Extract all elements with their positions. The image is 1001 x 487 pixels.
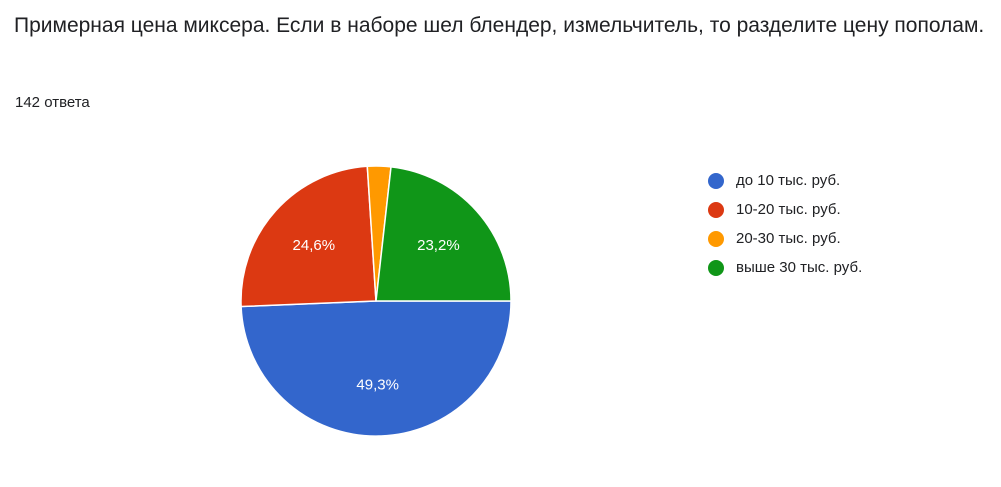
legend-item-1[interactable]: до 10 тыс. руб.	[708, 166, 862, 195]
pie-slice-labels: 49,3% 24,6% 23,2%	[293, 237, 460, 394]
slice-value-label-2: 24,6%	[293, 237, 336, 254]
legend-label: выше 30 тыс. руб.	[736, 258, 863, 276]
legend-label: 10-20 тыс. руб.	[736, 200, 841, 218]
pie-slices	[240, 165, 512, 437]
pie-slice-2[interactable]	[240, 165, 377, 308]
pie-slice-1[interactable]	[240, 300, 512, 437]
legend-label: 20-30 тыс. руб.	[736, 229, 841, 247]
legend-swatch	[708, 201, 724, 218]
legend-item-3[interactable]: 20-30 тыс. руб.	[708, 224, 862, 253]
legend-item-4[interactable]: выше 30 тыс. руб.	[708, 253, 862, 282]
response-count: 142 ответа	[15, 94, 90, 111]
legend-item-2[interactable]: 10-20 тыс. руб.	[708, 195, 862, 224]
legend-swatch	[708, 259, 724, 276]
legend-swatch	[708, 172, 724, 189]
chart-legend: до 10 тыс. руб. 10-20 тыс. руб. 20-30 тыс.…	[708, 166, 862, 282]
legend-label: до 10 тыс. руб.	[736, 171, 841, 189]
pie-slice-4[interactable]	[375, 166, 512, 302]
legend-swatch	[708, 230, 724, 247]
slice-value-label-1: 49,3%	[356, 377, 399, 394]
slice-value-label-4: 23,2%	[417, 237, 460, 254]
question-title: Примерная цена миксера. Если в наборе ше…	[14, 14, 985, 37]
